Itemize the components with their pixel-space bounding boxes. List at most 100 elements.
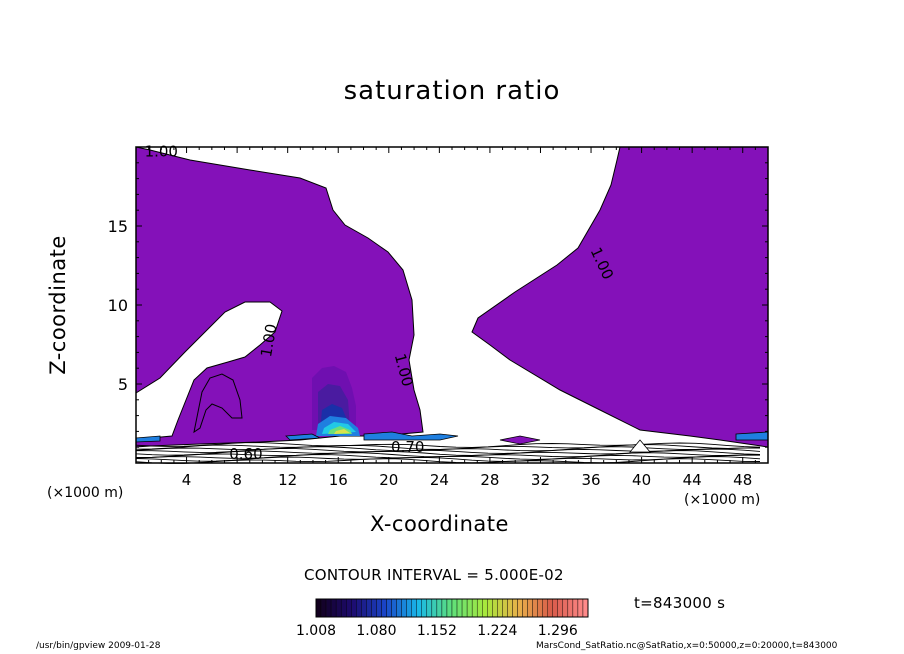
- colorbar: 1.008 1.080 1.152 1.224 1.296: [296, 598, 589, 639]
- colorbar-bin: [461, 598, 468, 618]
- x-tick-label: 16: [329, 471, 348, 489]
- chart-title: saturation ratio: [343, 76, 561, 106]
- colorbar-bin: [497, 598, 503, 618]
- time-label: t=843000 s: [634, 594, 726, 612]
- colorbar-bin: [411, 598, 417, 618]
- colorbar-bin: [401, 598, 407, 618]
- colorbar-bin: [456, 598, 463, 618]
- colorbar-frame: [315, 598, 589, 618]
- colorbar-bin: [527, 598, 533, 618]
- colorbar-bin: [502, 598, 508, 618]
- colorbar-bin: [446, 598, 453, 618]
- colorbar-bin: [487, 598, 493, 618]
- x-tick-label: 32: [531, 471, 550, 489]
- colorbar-bin: [346, 598, 352, 618]
- colorbar-bin: [562, 598, 569, 618]
- x-tick-label: 44: [683, 471, 702, 489]
- colorbar-bin: [381, 598, 387, 618]
- colorbar-bin: [320, 598, 327, 618]
- colorbar-bin: [325, 598, 332, 618]
- colorbar-bin: [441, 598, 448, 618]
- low-level-band: [285, 433, 322, 441]
- colorbar-bin: [396, 598, 402, 618]
- y-tick-label: 10: [108, 296, 128, 315]
- colorbar-bin: [532, 598, 538, 618]
- colorbar-bin: [371, 598, 377, 618]
- colorbar-bin: [366, 598, 372, 618]
- colorbar-bin: [557, 598, 564, 618]
- colorbar-bin: [482, 598, 488, 618]
- x-tick-label: 8: [232, 471, 242, 489]
- colorbar-tick-label: 1.152: [417, 623, 457, 639]
- x-tick-label: 4: [182, 471, 192, 489]
- colorbar-bin: [386, 598, 392, 618]
- region-left: [135, 146, 424, 448]
- colorbar-bin: [517, 598, 523, 618]
- colorbar-bin: [577, 598, 584, 618]
- surface-contour: [135, 442, 761, 448]
- y-axis-label: Z-coordinate: [46, 235, 70, 375]
- colorbar-bin: [466, 598, 473, 618]
- colorbar-bin: [492, 598, 498, 618]
- colorbar-bin: [315, 598, 322, 618]
- colorbar-tick-label: 1.224: [477, 623, 517, 639]
- contour-label: 0.70: [391, 438, 424, 456]
- x-tick-label: 40: [632, 471, 651, 489]
- x-axis: 4 8 12 16 20 24 28 32 36 40 44 48: [148, 147, 756, 489]
- plot-area: 1.001.001.001.000.60 0.70: [135, 142, 769, 464]
- colorbar-bin: [512, 598, 518, 618]
- cloud-core-band: [334, 429, 350, 434]
- x-axis-label: X-coordinate: [370, 512, 509, 536]
- contour-label: 0.60: [229, 445, 262, 463]
- colorbar-bin: [356, 598, 362, 618]
- x-tick-label: 48: [733, 471, 752, 489]
- colorbar-bin: [335, 598, 342, 618]
- region-small: [499, 435, 541, 445]
- colorbar-bin: [582, 598, 589, 618]
- surface-contour: [135, 450, 761, 456]
- x-tick-label: 20: [379, 471, 398, 489]
- colorbar-bin: [426, 598, 433, 618]
- colorbar-bin: [330, 598, 337, 618]
- colorbar-tick-label: 1.296: [538, 623, 578, 639]
- footer-right: MarsCond_SatRatio.nc@SatRatio,x=0:50000,…: [536, 641, 838, 651]
- colorbar-bin: [416, 598, 422, 618]
- y-tick-label: 15: [108, 217, 128, 236]
- colorbar-bin: [421, 598, 428, 618]
- colorbar-bin: [436, 598, 443, 618]
- x-tick-label: 24: [430, 471, 449, 489]
- hole-small: [629, 439, 651, 453]
- colorbar-tick-label: 1.008: [296, 623, 336, 639]
- region-islet: [193, 373, 243, 434]
- colorbar-bin: [522, 598, 528, 618]
- footer-left: /usr/bin/gpview 2009-01-28: [36, 641, 161, 651]
- surface-contour: [135, 458, 761, 464]
- colorbar-bin: [406, 598, 412, 618]
- surface-contour: [135, 446, 761, 452]
- low-level-band: [363, 431, 459, 441]
- colorbar-bin: [547, 598, 553, 618]
- colorbar-bin: [537, 598, 543, 618]
- colorbar-bin: [361, 598, 367, 618]
- colorbar-bin: [567, 598, 574, 618]
- colorbar-bin: [451, 598, 458, 618]
- colorbar-bin: [391, 598, 397, 618]
- colorbar-bin: [507, 598, 513, 618]
- colorbar-bin: [471, 598, 478, 618]
- colorbar-bin: [572, 598, 579, 618]
- y-axis: 5 10 15: [108, 162, 768, 448]
- colorbar-bin: [431, 598, 438, 618]
- colorbar-tick-label: 1.080: [356, 623, 396, 639]
- colorbar-bin: [376, 598, 382, 618]
- x-tick-label: 28: [480, 471, 499, 489]
- colorbar-bin: [542, 598, 548, 618]
- surface-contour: [135, 454, 761, 460]
- contour-label: 1.00: [145, 142, 178, 160]
- contour-label: 1.00: [257, 322, 281, 358]
- colorbar-bin: [476, 598, 483, 618]
- x-unit-right: (×1000 m): [684, 492, 761, 508]
- x-unit-left: (×1000 m): [47, 485, 124, 501]
- hole-left: [135, 301, 283, 441]
- colorbar-bin: [552, 598, 558, 618]
